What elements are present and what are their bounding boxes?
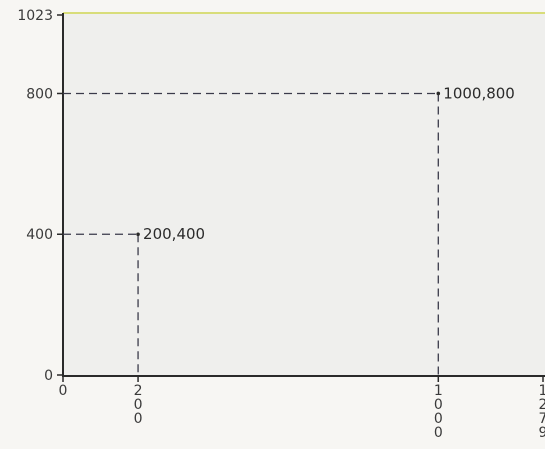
ticks-layer: 1023 800 400 00 2 0 0 1 0 0 0 1 2 7 9 <box>17 8 545 441</box>
point-marker <box>436 91 441 96</box>
y-tick-label: 1023 <box>17 8 53 24</box>
point-label: 1000,800 <box>443 84 515 102</box>
x-tick-label: 0 <box>59 383 68 399</box>
point-label: 200,400 <box>143 225 205 243</box>
guides-layer <box>63 91 441 375</box>
labels-layer: 200,400 1000,800 <box>143 84 515 243</box>
y-tick-label: 800 <box>26 86 53 102</box>
point-marker <box>136 232 140 237</box>
y-tick-label: 0 <box>44 368 53 384</box>
y-tick-label: 400 <box>26 227 53 243</box>
plot-background <box>63 13 545 376</box>
